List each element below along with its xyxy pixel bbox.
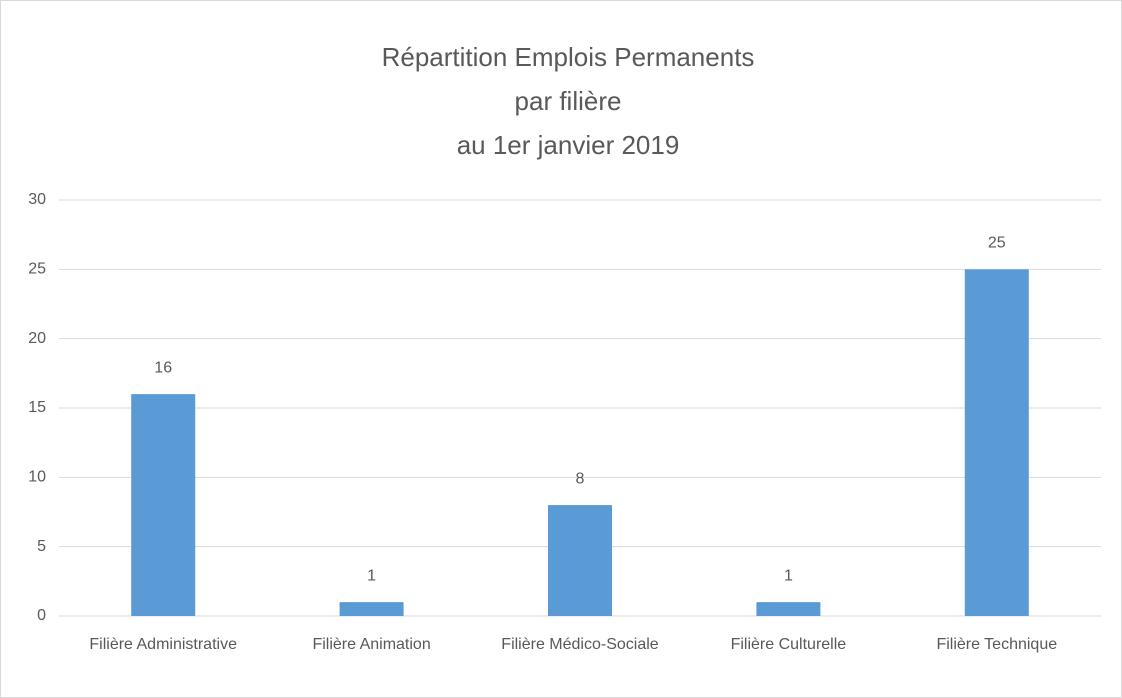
data-label: 1	[367, 567, 376, 584]
bar	[131, 394, 196, 616]
data-label: 8	[576, 470, 585, 487]
y-tick-label: 0	[37, 607, 46, 624]
y-tick-label: 5	[37, 538, 46, 555]
data-label: 16	[154, 359, 172, 376]
x-tick-label: Filière Culturelle	[730, 636, 847, 653]
bar	[339, 602, 404, 616]
chart-title: par filière	[515, 86, 622, 116]
bar	[964, 269, 1029, 616]
bar	[548, 505, 612, 616]
chart-title: Répartition Emplois Permanents	[382, 42, 755, 72]
x-tick-label: Filière Animation	[312, 636, 431, 653]
y-tick-label: 10	[28, 469, 46, 486]
y-tick-label: 30	[28, 191, 46, 208]
y-tick-label: 20	[28, 330, 46, 347]
y-tick-label: 15	[28, 399, 46, 416]
data-label: 1	[784, 567, 793, 584]
x-tick-label: Filière Médico-Sociale	[501, 636, 659, 653]
chart-title: au 1er janvier 2019	[457, 130, 680, 160]
bar	[756, 602, 821, 616]
x-tick-label: Filière Technique	[936, 636, 1058, 653]
data-label: 25	[988, 235, 1006, 252]
x-tick-label: Filière Administrative	[89, 636, 237, 653]
y-tick-label: 25	[28, 261, 46, 278]
